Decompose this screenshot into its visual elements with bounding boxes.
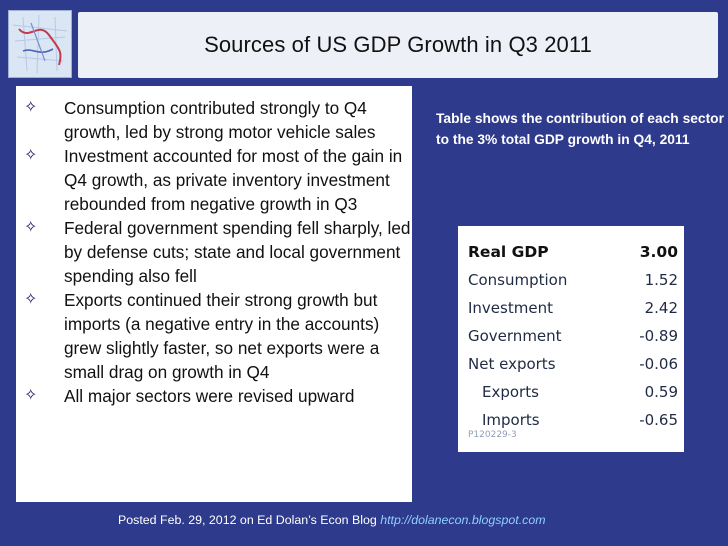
row-value: 2.42 <box>644 299 678 317</box>
table-row: Government -0.89 <box>468 322 678 350</box>
diamond-star-icon: ✧ <box>24 387 38 404</box>
bullet-item: ✧ Consumption contributed strongly to Q4… <box>22 96 414 144</box>
bullet-text: Investment accounted for most of the gai… <box>64 146 403 214</box>
table-header-row: Real GDP 3.00 <box>468 238 678 266</box>
bullet-item: ✧ Exports continued their strong growth … <box>22 288 414 384</box>
row-value: -0.06 <box>639 355 678 373</box>
table-caption: Table shows the contribution of each sec… <box>436 111 724 147</box>
slide-title: Sources of US GDP Growth in Q3 2011 <box>204 32 592 57</box>
gdp-contribution-table: Real GDP 3.00 Consumption 1.52 Investmen… <box>468 238 678 434</box>
bullet-text: All major sectors were revised upward <box>64 386 355 406</box>
table-row: Imports -0.65 <box>468 406 678 434</box>
bullet-list: ✧ Consumption contributed strongly to Q4… <box>22 96 414 408</box>
row-label: Government <box>468 327 562 345</box>
footer: Posted Feb. 29, 2012 on Ed Dolan’s Econ … <box>118 513 546 527</box>
blog-link[interactable]: http://dolanecon.blogspot.com <box>380 513 546 527</box>
bullet-panel: ✧ Consumption contributed strongly to Q4… <box>16 86 412 502</box>
bullet-text: Federal government spending fell sharply… <box>64 218 411 286</box>
blog-logo-image <box>8 10 72 78</box>
table-row: Exports 0.59 <box>468 378 678 406</box>
logo-graphic <box>9 11 71 77</box>
gdp-table-panel: Real GDP 3.00 Consumption 1.52 Investmen… <box>458 226 684 452</box>
row-label: Investment <box>468 299 553 317</box>
title-panel: Sources of US GDP Growth in Q3 2011 <box>78 12 718 78</box>
row-value: -0.89 <box>639 327 678 345</box>
header-label: Real GDP <box>468 243 549 261</box>
diamond-star-icon: ✧ <box>24 147 38 164</box>
header-value: 3.00 <box>639 243 678 261</box>
row-value: 0.59 <box>644 383 678 401</box>
bullet-item: ✧ Investment accounted for most of the g… <box>22 144 414 216</box>
footer-text: Posted Feb. 29, 2012 on Ed Dolan’s Econ … <box>118 513 381 527</box>
diamond-star-icon: ✧ <box>24 219 38 236</box>
diamond-star-icon: ✧ <box>24 99 38 116</box>
table-note: P120229-3 <box>468 430 517 440</box>
row-label: Exports <box>482 383 539 401</box>
table-row: Net exports -0.06 <box>468 350 678 378</box>
diamond-star-icon: ✧ <box>24 291 38 308</box>
bullet-item: ✧ Federal government spending fell sharp… <box>22 216 414 288</box>
row-value: 1.52 <box>644 271 678 289</box>
bullet-text: Exports continued their strong growth bu… <box>64 290 380 382</box>
table-row: Consumption 1.52 <box>468 266 678 294</box>
bullet-item: ✧ All major sectors were revised upward <box>22 384 414 408</box>
table-row: Investment 2.42 <box>468 294 678 322</box>
row-label: Net exports <box>468 355 556 373</box>
row-label: Consumption <box>468 271 568 289</box>
bullet-text: Consumption contributed strongly to Q4 g… <box>64 98 376 142</box>
row-value: -0.65 <box>639 411 678 429</box>
row-label: Imports <box>482 411 540 429</box>
